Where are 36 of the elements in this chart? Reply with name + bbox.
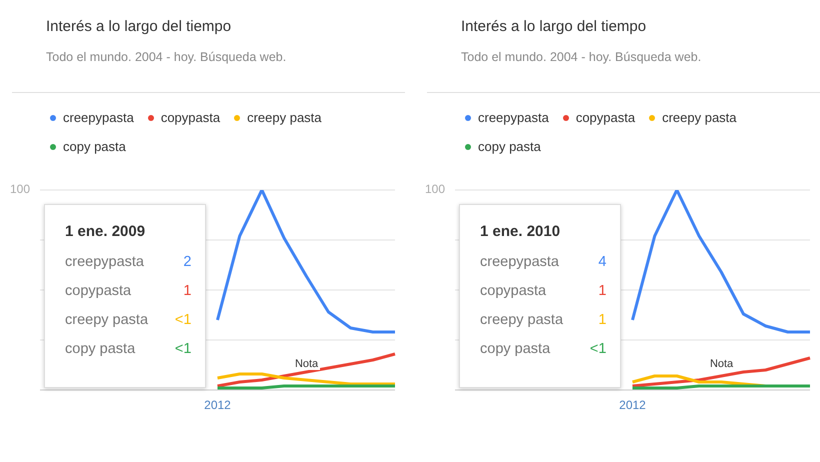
annotation: <1 [174,312,192,330]
legend-label: creepy pasta [247,110,322,125]
text: 2012 [618,398,647,412]
annotation: 1 [598,312,606,330]
text: copy pasta [480,341,550,357]
chart-subtitle: Todo el mundo. 2004 - hoy. Búsqueda web. [461,50,702,64]
annotation: 1 [598,283,606,301]
chart-subtitle: Todo el mundo. 2004 - hoy. Búsqueda web. [46,50,286,64]
annotation: 1 ene. 2009 [65,223,146,240]
text: copypasta [65,283,132,299]
legend-label: copypasta [160,110,220,125]
text: copypasta [480,283,546,299]
text: 2012 [203,398,232,412]
annotation: <1 [174,341,192,359]
annotation: 4 [598,254,606,272]
legend-label: copy pasta [478,139,541,154]
annotation: Nota [708,358,736,370]
annotation: <1 [590,341,606,359]
chart-title: Interés a lo largo del tiempo [46,18,232,35]
annotation: 1 [183,283,192,301]
legend-label: creepy pasta [662,110,737,125]
text: creepy pasta [480,312,564,328]
text: creepy pasta [65,312,148,328]
legend-label: creepypasta [63,110,134,125]
annotation: 1 ene. 2010 [480,223,562,240]
annotation: 2 [183,254,192,272]
text: creepypasta [480,254,559,270]
text: 100 [10,182,30,196]
legend-label: copy pasta [63,139,126,154]
text: creepypasta [65,254,144,270]
legend-label: creepypasta [478,110,549,125]
annotation: Nota [292,358,320,370]
chart-title: Interés a lo largo del tiempo [461,18,646,35]
text: copy pasta [65,341,136,357]
legend-label: copypasta [576,110,636,125]
text: 100 [425,182,446,196]
